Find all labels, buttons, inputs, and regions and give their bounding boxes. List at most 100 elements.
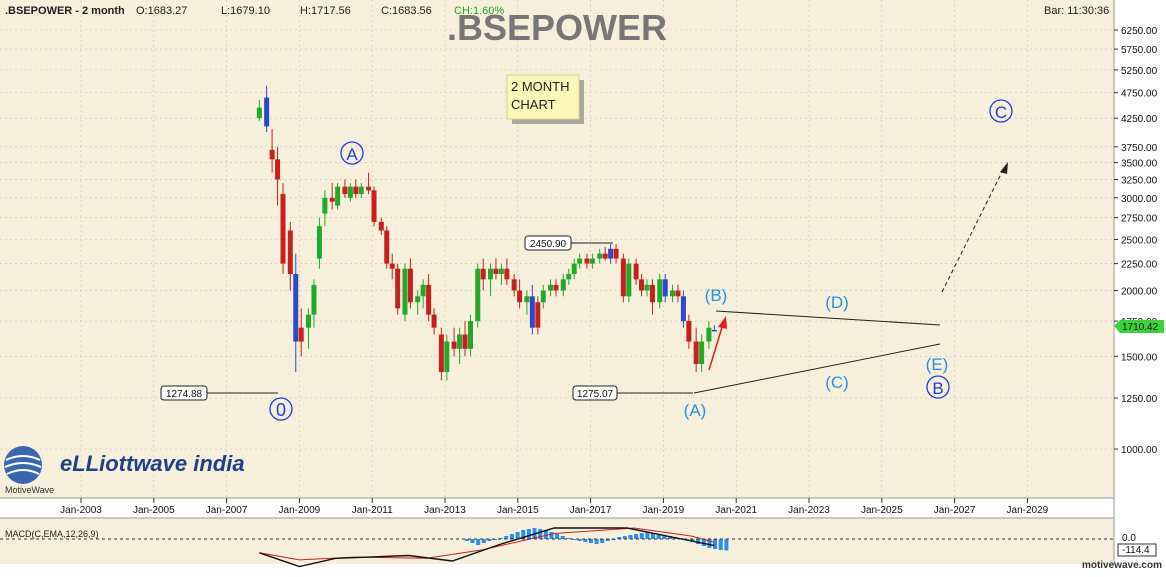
x-tick-label: Jan-2013 [424,505,466,516]
chart-title: .BSEPOWER [447,7,667,48]
candle-body [670,290,675,297]
y-tick-label: 1500.00 [1121,352,1158,363]
brand-name: eLLiottwave india [60,451,245,476]
macd-histogram-bar [572,539,577,540]
candle-body [675,290,681,297]
macd-histogram-bar [656,534,661,539]
x-tick-label: Jan-2027 [934,505,976,516]
candle-body [402,268,408,315]
y-tick-label: 2500.00 [1121,236,1158,247]
macd-histogram-bar [560,536,565,539]
sub-A-label: (A) [684,401,707,420]
candle-body [517,290,523,303]
last-price-tag [1114,320,1164,333]
y-tick-label: 4250.00 [1121,114,1158,125]
y-tick-label: 2750.00 [1121,214,1158,225]
macd-histogram-bar [481,539,486,543]
y-tick-label: 5250.00 [1121,66,1158,77]
candle-body [613,248,619,259]
macd-histogram-bar [493,539,498,540]
sub-B-label: (B) [705,286,728,305]
candle-body [498,268,504,274]
candle-body [335,186,341,206]
note-line-2: CHART [511,97,556,112]
candle-body [269,149,275,160]
macd-histogram-bar [470,539,475,543]
x-tick-label: Jan-2005 [133,505,175,516]
macd-signal-line [259,527,715,561]
red-arrow-line [708,323,724,371]
candle-body [311,284,317,315]
footer-brand: motivewave.com [1082,560,1162,571]
brand-logo: MotiveWave [4,446,54,495]
sub-C-label: (C) [825,373,849,392]
candle-body [560,279,566,291]
candle-body [597,253,603,259]
macd-histogram-bar [549,532,554,539]
x-tick-label: Jan-2029 [1007,505,1049,516]
macd-tick-current: -114.4 [1122,545,1150,556]
x-tick-label: Jan-2019 [643,505,685,516]
wave-B-circle [926,375,950,399]
macd-histogram-bar [645,532,650,539]
candle-body [511,279,517,291]
bar-time: Bar: 11:30:36 [1044,5,1109,17]
triangle-lower-line [693,343,941,394]
candle-body [444,341,450,373]
close-value: C:1683.56 [381,5,432,17]
candle-body [371,190,377,222]
macd-histogram-bar [696,539,701,544]
macd-histogram-bar [583,539,588,542]
candle-body [620,258,626,297]
x-tick-label: Jan-2025 [861,505,903,516]
candle-body [287,230,293,274]
y-tick-label: 1000.00 [1121,445,1158,456]
y-tick-label: 6250.00 [1121,26,1158,37]
candle-body [504,268,510,280]
candle-body [535,302,541,328]
change-value: CH:1.60% [454,5,504,17]
candle-series [256,85,717,381]
candle-body [693,341,699,365]
y-tick-label: 5750.00 [1121,45,1158,56]
macd-histogram-bar [504,536,509,539]
candle-body [407,268,413,303]
candle-body [353,186,359,195]
candle-body [566,273,572,280]
x-tick-label: Jan-2023 [788,505,830,516]
macd-histogram-bar [464,539,469,541]
y-tick-label: 3750.00 [1121,143,1158,154]
macd-histogram-bar [701,539,706,546]
macd-histogram-bar [667,536,672,539]
candle-body [475,268,481,322]
candle-body [378,221,384,231]
logo-caption: MotiveWave [5,485,54,495]
last-price-label: 1710.42 [1122,322,1159,333]
macd-histogram-bar [487,539,492,541]
wave-0-label: 0 [276,400,286,420]
candle-body [431,314,437,328]
y-tick-label: 3000.00 [1121,194,1158,205]
macd-tick-zero: 0.0 [1122,533,1136,544]
macd-histogram-bar [577,539,582,541]
candle-body [467,321,473,349]
x-tick-label: Jan-2007 [206,505,248,516]
candle-body [529,296,535,328]
y-tick-label: 1250.00 [1121,394,1158,405]
candle-body [366,186,372,191]
motivewave-logo-icon [4,446,42,484]
wave-A-label: A [346,145,358,164]
projection-arrowhead [1000,162,1008,174]
macd-histogram-bar [628,535,633,539]
candle-body [699,341,705,365]
y-tick-label: 3500.00 [1121,159,1158,170]
candle-body [706,327,712,342]
macd-histogram-bar [713,539,718,549]
candle-body [395,268,401,309]
candle-body [540,290,546,303]
x-tick-label: Jan-2009 [279,505,321,516]
candle-body [493,268,499,274]
candle-body [298,327,304,342]
